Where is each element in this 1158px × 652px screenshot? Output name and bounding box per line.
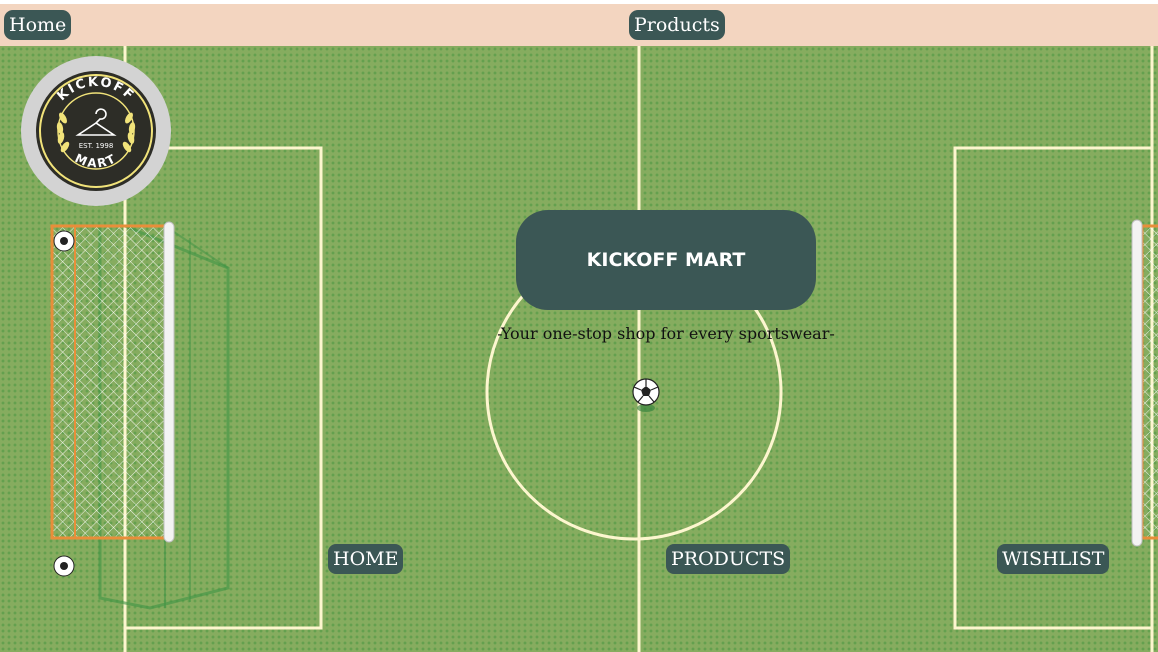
hanger-icon — [75, 108, 117, 136]
top-nav-home-link[interactable]: Home — [4, 10, 72, 40]
soccer-goal-icon — [1131, 219, 1158, 547]
store-logo: KICKOFF MART EST. 1998 — [21, 56, 171, 206]
laurel-icon — [56, 112, 136, 153]
svg-text:MART: MART — [73, 151, 119, 171]
top-nav-bar: Home Products — [0, 4, 1158, 46]
hero-tagline: -Your one-stop shop for every sportswear… — [497, 324, 835, 343]
soccer-pitch-background — [0, 46, 1158, 652]
top-nav-products-link[interactable]: Products — [629, 10, 725, 40]
pitch-lines — [123, 46, 1154, 652]
hero-title-banner: KICKOFF MART — [516, 210, 816, 310]
hero-title: KICKOFF MART — [586, 249, 746, 271]
nav-wishlist-link[interactable]: WISHLIST — [997, 544, 1110, 574]
logo-est-text: EST. 1998 — [79, 142, 114, 150]
soccer-goal-icon — [50, 221, 230, 610]
nav-products-link[interactable]: PRODUCTS — [666, 544, 791, 574]
logo-bottom-text: MART — [73, 151, 117, 171]
nav-home-link[interactable]: HOME — [328, 544, 404, 574]
soccer-ball-icon — [632, 378, 660, 412]
